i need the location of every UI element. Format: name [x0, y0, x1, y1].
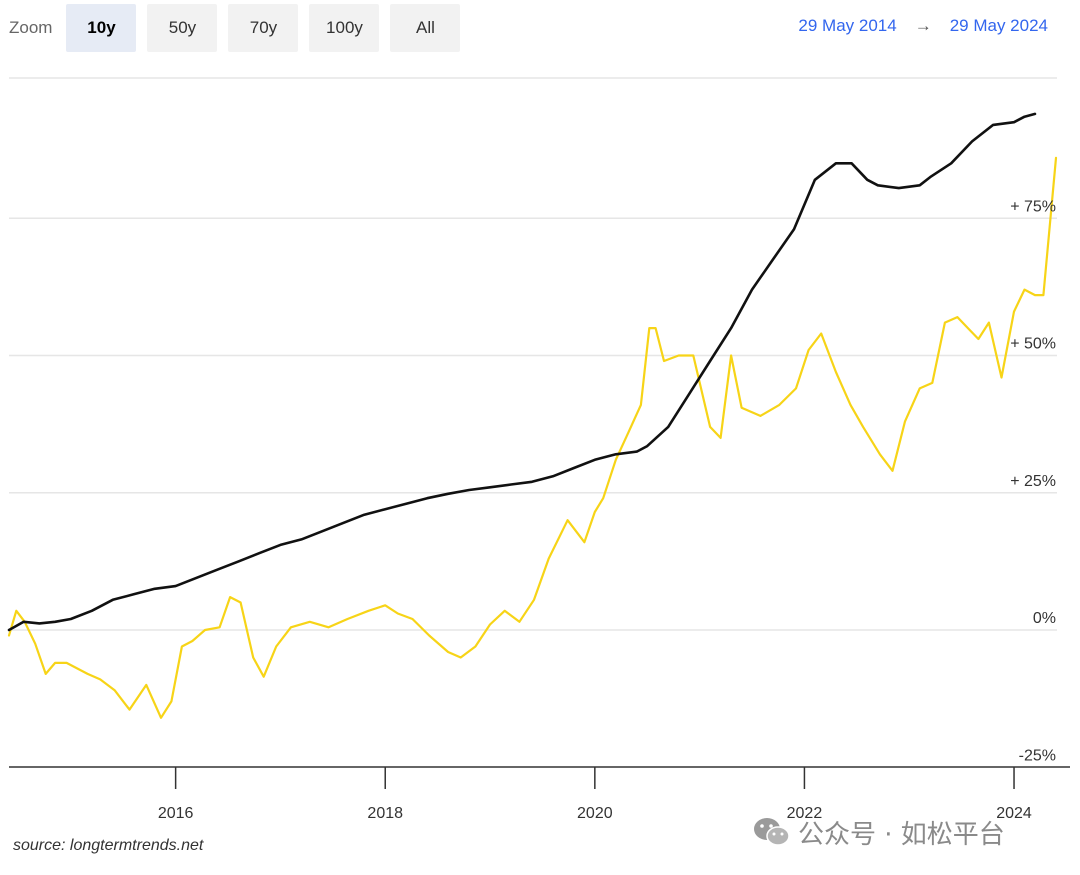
zoom-label: Zoom	[9, 18, 53, 37]
source-caption: source: longtermtrends.net	[13, 837, 204, 854]
watermark-text: 公众号 · 如松平台	[798, 819, 1005, 850]
date-range: 29 May 2014 → 29 May 2024	[798, 16, 1048, 36]
y-tick-label: + 25%	[1010, 473, 1056, 490]
zoom-button-70y[interactable]: 70y	[228, 4, 299, 52]
x-axis-labels: 2016 2018 2020 2022 2024	[158, 805, 1032, 822]
zoom-button-10y[interactable]: 10y	[66, 4, 137, 52]
series-lines	[7, 112, 1058, 719]
grid-lines	[9, 77, 1057, 631]
series-line-black	[7, 112, 1037, 632]
x-tick-label: 2020	[577, 805, 613, 822]
x-tick-label: 2016	[158, 805, 194, 822]
x-tick-label: 2022	[787, 805, 823, 822]
y-tick-label: -25%	[1019, 747, 1056, 764]
y-tick-label: + 50%	[1010, 336, 1056, 353]
y-tick-label: 0%	[1033, 610, 1056, 627]
zoom-button-50y[interactable]: 50y	[147, 4, 218, 52]
range-end-date[interactable]: 29 May 2024	[949, 16, 1048, 35]
y-tick-label: + 75%	[1010, 198, 1056, 215]
series-line-yellow	[7, 156, 1058, 719]
range-arrow-icon: →	[914, 16, 932, 35]
x-tick-label: 2018	[367, 805, 403, 822]
x-tick-label: 2024	[996, 805, 1032, 822]
x-axis	[9, 766, 1070, 789]
zoom-toolbar: Zoom 10y 50y 70y 100y All	[0, 4, 471, 52]
watermark: 公众号 · 如松平台	[752, 814, 1005, 850]
zoom-button-all[interactable]: All	[390, 4, 461, 52]
range-start-date[interactable]: 29 May 2014	[798, 16, 897, 35]
y-axis-labels: + 75% + 50% + 25% 0% -25%	[1010, 198, 1056, 764]
wechat-icon	[754, 818, 790, 846]
zoom-button-100y[interactable]: 100y	[309, 4, 380, 52]
